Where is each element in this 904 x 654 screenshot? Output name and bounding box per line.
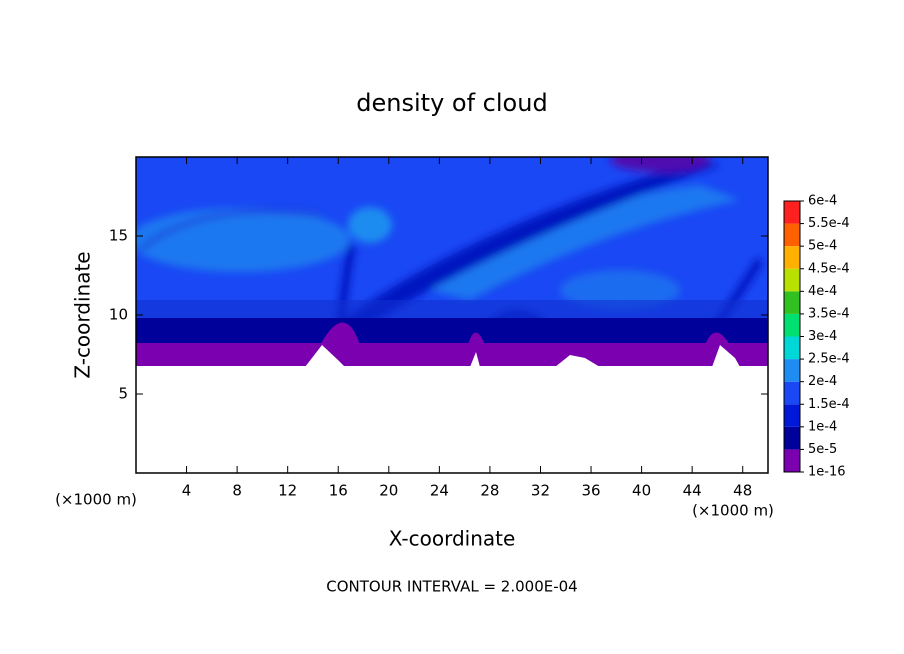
colorbar-label: 6e-4 xyxy=(808,194,837,209)
y-tick-label: 10 xyxy=(109,306,128,324)
colorbar-label: 3e-4 xyxy=(808,329,837,344)
x-unit: (×1000 m) xyxy=(692,502,774,520)
x-tick-label: 24 xyxy=(430,482,449,500)
colorbar-label: 5e-5 xyxy=(808,442,837,457)
colorbar-label: 1e-16 xyxy=(808,465,846,480)
chart-title: density of cloud xyxy=(356,89,547,117)
x-tick-label: 32 xyxy=(531,482,550,500)
colorbar-label: 5e-4 xyxy=(808,239,837,254)
colorbar-label: 3.5e-4 xyxy=(808,306,850,321)
colorbar-band xyxy=(784,426,800,450)
y-tick-label: 15 xyxy=(109,227,128,245)
x-tick-label: 36 xyxy=(581,482,600,500)
contour-field xyxy=(136,157,768,473)
colorbar-band xyxy=(784,223,800,247)
x-tick-label: 12 xyxy=(278,482,297,500)
colorbar-band xyxy=(784,313,800,337)
x-tick-label: 16 xyxy=(329,482,348,500)
colorbar-label: 5.5e-4 xyxy=(808,216,850,231)
colorbar-label: 2.5e-4 xyxy=(808,352,850,367)
y-unit: (×1000 m) xyxy=(55,491,137,509)
colorbar-label: 1.5e-4 xyxy=(808,397,850,412)
colorbar-band xyxy=(784,359,800,382)
colorbar-label: 1e-4 xyxy=(808,419,837,434)
annotation: CONTOUR INTERVAL = 2.000E-04 xyxy=(326,578,577,596)
x-tick-label: 20 xyxy=(379,482,398,500)
colorbar-band xyxy=(784,291,800,314)
x-tick-label: 4 xyxy=(182,482,192,500)
x-tick-label: 28 xyxy=(480,482,499,500)
colorbar-band xyxy=(784,246,800,269)
x-tick-label: 44 xyxy=(683,482,702,500)
colorbar-band xyxy=(784,381,800,405)
colorbar-band xyxy=(784,449,800,472)
colorbar-band xyxy=(784,201,800,224)
x-tick-label: 8 xyxy=(232,482,242,500)
y-axis-label: Z-coordinate xyxy=(71,251,95,378)
y-tick-label: 5 xyxy=(118,385,128,403)
colorbar-band xyxy=(784,268,800,292)
colorbar-band xyxy=(784,404,800,427)
colorbar-band xyxy=(784,336,800,360)
colorbar-label: 2e-4 xyxy=(808,374,837,389)
x-tick-label: 48 xyxy=(733,482,752,500)
x-axis-label: X-coordinate xyxy=(389,527,516,551)
colorbar-label: 4e-4 xyxy=(808,284,837,299)
x-tick-label: 40 xyxy=(632,482,651,500)
colorbar-label: 4.5e-4 xyxy=(808,261,850,276)
